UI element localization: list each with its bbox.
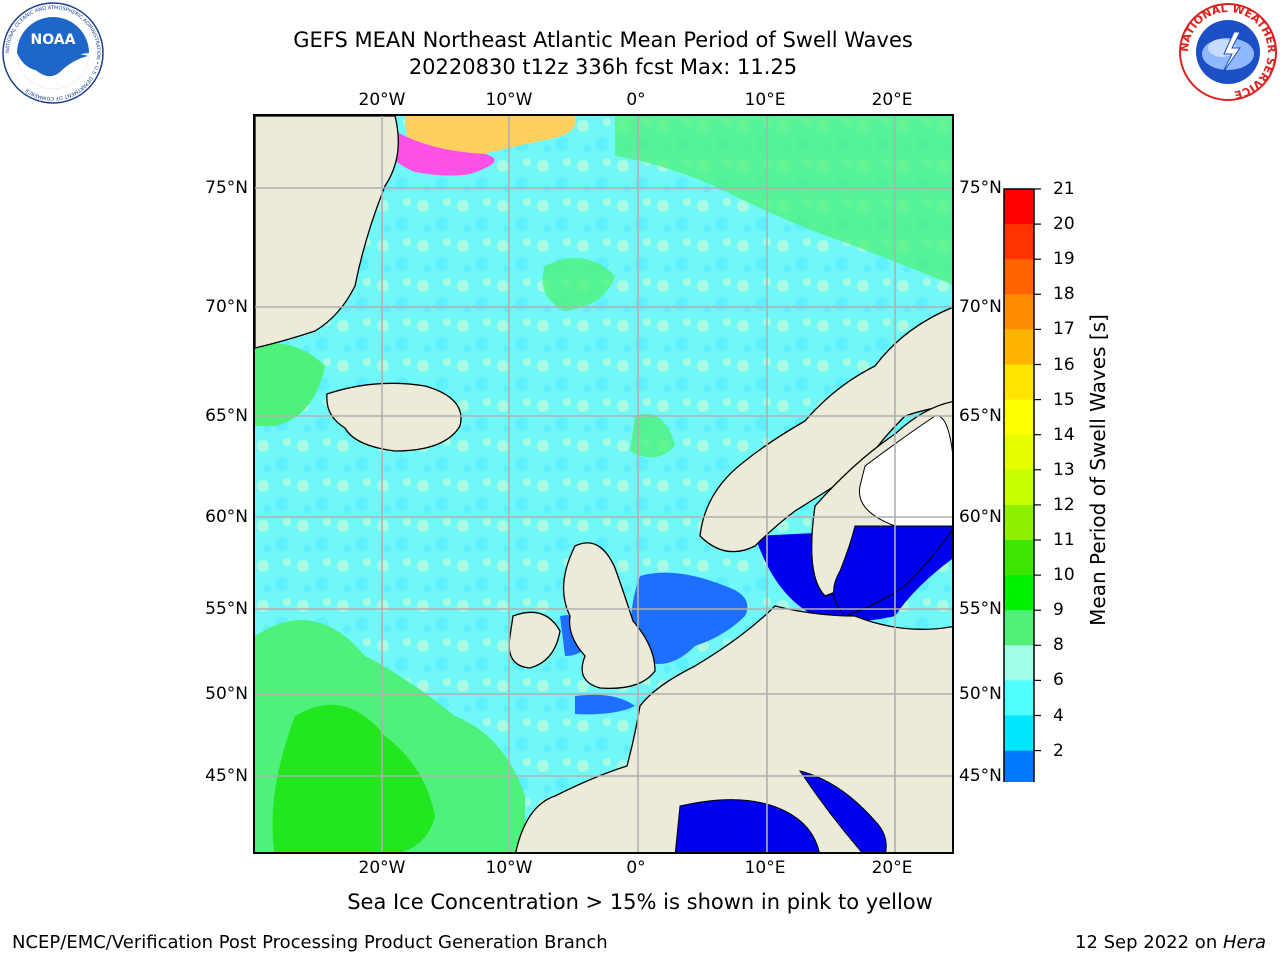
- lon-label-top: 0°: [626, 90, 646, 110]
- colorbar-tick-label: 10: [1053, 565, 1075, 586]
- colorbar-tick-label: 16: [1053, 354, 1075, 375]
- graticule: [255, 116, 952, 852]
- colorbar-tick-label: 6: [1053, 670, 1064, 691]
- colorbar-band: [1004, 540, 1034, 576]
- swell-blue-baltic-sea: [833, 525, 952, 617]
- footer-date-text: 12 Sep 2022 on: [1075, 932, 1223, 953]
- swell-green-west: [255, 343, 325, 426]
- lat-label-right: 70°N: [959, 297, 1002, 317]
- lat-label-right: 45°N: [959, 766, 1002, 786]
- lat-label-left: 75°N: [205, 178, 248, 198]
- colorbar-band: [1004, 364, 1034, 401]
- colorbar-band: [1004, 189, 1034, 225]
- lat-label-left: 55°N: [205, 599, 248, 619]
- footer-host: Hera: [1222, 932, 1266, 953]
- colorbar-band: [1004, 224, 1034, 260]
- swell-blue-biscay-edge: [575, 694, 635, 715]
- land-greenland: [255, 116, 399, 349]
- lat-label-left: 60°N: [205, 507, 248, 527]
- footer-credit: NCEP/EMC/Verification Post Processing Pr…: [12, 932, 608, 953]
- colorbar-band: [1004, 329, 1034, 365]
- colorbar-tick-label: 2: [1053, 740, 1064, 761]
- lon-label-bottom: 20°E: [871, 858, 913, 878]
- colorbar-band: [1004, 504, 1034, 541]
- colorbar-tick-label: 12: [1053, 494, 1075, 515]
- colorbar-tick-label: 19: [1053, 249, 1075, 270]
- lat-label-left: 65°N: [205, 406, 248, 426]
- colorbar-band: [1004, 715, 1034, 752]
- colorbar-tick-label: 4: [1053, 705, 1064, 726]
- colorbar-label: Mean Period of Swell Waves [s]: [1086, 314, 1110, 626]
- swell-green-north: [615, 116, 952, 285]
- lat-label-right: 50°N: [959, 684, 1002, 704]
- chart-subtitle: 20220830 t12z 336h fcst Max: 11.25: [408, 55, 798, 79]
- lon-label-top: 20°W: [358, 90, 406, 110]
- lon-label-top: 10°E: [744, 90, 786, 110]
- colorbar-tick-label: 20: [1053, 214, 1075, 235]
- lat-label-right: 65°N: [959, 406, 1002, 426]
- lon-label-top: 20°E: [871, 90, 913, 110]
- colorbar-tick-label: 18: [1053, 284, 1075, 305]
- colorbar-band: [1004, 399, 1034, 436]
- colorbar-band: [1004, 259, 1034, 295]
- lat-label-right: 55°N: [959, 599, 1002, 619]
- footer-date: 12 Sep 2022 on Hera: [1075, 932, 1266, 953]
- map-panel: [253, 114, 954, 854]
- lat-label-right: 60°N: [959, 507, 1002, 527]
- lon-label-bottom: 10°W: [485, 858, 533, 878]
- land-iceland: [326, 382, 462, 452]
- colorbar-band: [1004, 434, 1034, 471]
- swell-blue-adriatic-sea: [798, 770, 887, 852]
- colorbar-tick-label: 8: [1053, 635, 1064, 656]
- no-data-sweden-interior: [858, 415, 952, 527]
- colorbar-tick-label: 17: [1053, 319, 1075, 340]
- lon-label-top: 10°W: [485, 90, 533, 110]
- sea-ice-pink: [390, 131, 495, 176]
- colorbar-band: [1004, 610, 1034, 646]
- colorbar-band: [1004, 680, 1034, 716]
- chart-title: GEFS MEAN Northeast Atlantic Mean Period…: [293, 28, 913, 52]
- noaa-logo-icon: NOAA NATIONAL OCEANIC AND ATMOSPHERIC AD…: [2, 2, 104, 104]
- lon-label-bottom: 10°E: [744, 858, 786, 878]
- colorbar-outline: [1003, 188, 1035, 782]
- land-europe-mainland: [515, 605, 952, 852]
- swell-blue-north-sea: [631, 572, 748, 664]
- colorbar-band: [1004, 294, 1034, 330]
- swell-green-patch-central: [542, 258, 615, 311]
- colorbar-tick-label: 9: [1053, 600, 1064, 621]
- colorbar-band: [1004, 469, 1034, 506]
- swell-blue-med-sea: [674, 799, 820, 852]
- lon-label-bottom: 0°: [626, 858, 646, 878]
- swell-bright-green-southwest: [272, 704, 435, 852]
- land-great-britain: [562, 542, 656, 690]
- sea-ice-yellow: [405, 116, 576, 159]
- lat-label-left: 50°N: [205, 684, 248, 704]
- colorbar: [1003, 188, 1041, 782]
- colorbar-tick-label: 14: [1053, 424, 1075, 445]
- nws-logo-icon: NATIONAL WEATHER SERVICE: [1178, 2, 1278, 102]
- colorbar-band: [1004, 645, 1034, 681]
- noaa-logo-text: NOAA: [31, 32, 76, 48]
- colorbar-tick-label: 11: [1053, 530, 1075, 550]
- lon-label-bottom: 20°W: [358, 858, 406, 878]
- colorbar-tick-label: 21: [1053, 179, 1075, 199]
- lat-label-right: 75°N: [959, 178, 1002, 198]
- colorbar-band: [1004, 575, 1034, 611]
- swell-green-patch-north-sea-approach: [630, 414, 675, 458]
- colorbar-band: [1004, 750, 1034, 782]
- lat-label-left: 45°N: [205, 766, 248, 786]
- colorbar-tick-label: 13: [1053, 459, 1075, 480]
- land-ireland: [508, 611, 561, 669]
- sea-ice-caption: Sea Ice Concentration > 15% is shown in …: [347, 890, 933, 914]
- lat-label-left: 70°N: [205, 297, 248, 317]
- colorbar-tick-label: 15: [1053, 389, 1075, 410]
